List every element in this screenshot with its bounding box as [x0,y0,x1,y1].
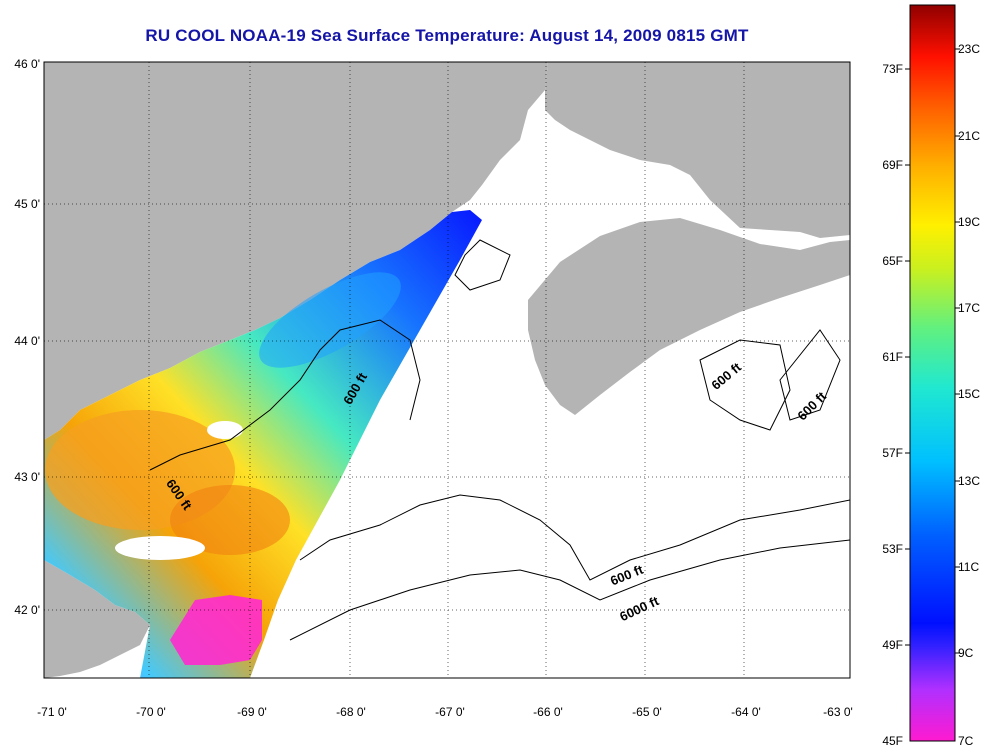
lat-label: 42 0' [14,603,40,617]
lat-label: 45 0' [14,197,40,211]
fahrenheit-label: 73F [882,62,903,76]
cool-patch [259,272,401,368]
sst-swath [44,210,482,678]
warm-patch [170,485,290,555]
lon-label: -65 0' [632,705,662,719]
fahrenheit-label: 61F [882,350,903,364]
celsius-label: 13C [958,474,980,488]
land-nova-scotia [528,218,850,415]
land-new-brunswick [545,62,850,238]
map-title: RU COOL NOAA-19 Sea Surface Temperature:… [145,26,749,45]
cold-spot [170,595,262,665]
lon-label: -66 0' [533,705,563,719]
fahrenheit-label: 57F [882,446,903,460]
lon-label: -63 0' [823,705,853,719]
celsius-label: 7C [958,734,974,748]
fahrenheit-label: 69F [882,158,903,172]
lon-label: -70 0' [136,705,166,719]
celsius-labels: 23C 21C 19C 17C 15C 13C 11C 9C 7C [958,42,980,748]
cloud-gap [115,536,205,560]
lon-label: -69 0' [237,705,267,719]
celsius-label: 15C [958,387,980,401]
lon-label: -64 0' [731,705,761,719]
colorbar-scale [909,4,956,742]
longitude-axis: -71 0' -70 0' -69 0' -68 0' -67 0' -66 0… [37,705,853,719]
celsius-label: 17C [958,301,980,315]
lon-label: -68 0' [336,705,366,719]
land-maine [44,62,548,440]
gridlines [44,62,850,678]
lat-label: 44 0' [14,334,40,348]
fahrenheit-labels: 73F 69F 65F 61F 57F 53F 49F 45F [882,62,903,748]
celsius-label: 23C [958,42,980,56]
map-area [44,62,850,678]
lon-label: -71 0' [37,705,67,719]
latitude-axis: 46 0' 45 0' 44 0' 43 0' 42 0' [14,57,40,617]
fahrenheit-label: 49F [882,638,903,652]
lat-label: 43 0' [14,470,40,484]
celsius-label: 21C [958,129,980,143]
celsius-label: 19C [958,215,980,229]
celsius-label: 9C [958,646,974,660]
land-cape-cod [44,560,150,678]
map-frame [43,61,851,679]
fahrenheit-label: 53F [882,542,903,556]
fahrenheit-label: 65F [882,254,903,268]
celsius-label: 11C [958,560,979,574]
colorbar-ticks [905,48,960,654]
lon-label: -67 0' [435,705,465,719]
lat-label: 46 0' [14,57,40,71]
depth-contours [149,239,850,641]
fahrenheit-label: 45F [882,734,903,748]
cloud-gap [207,421,243,439]
